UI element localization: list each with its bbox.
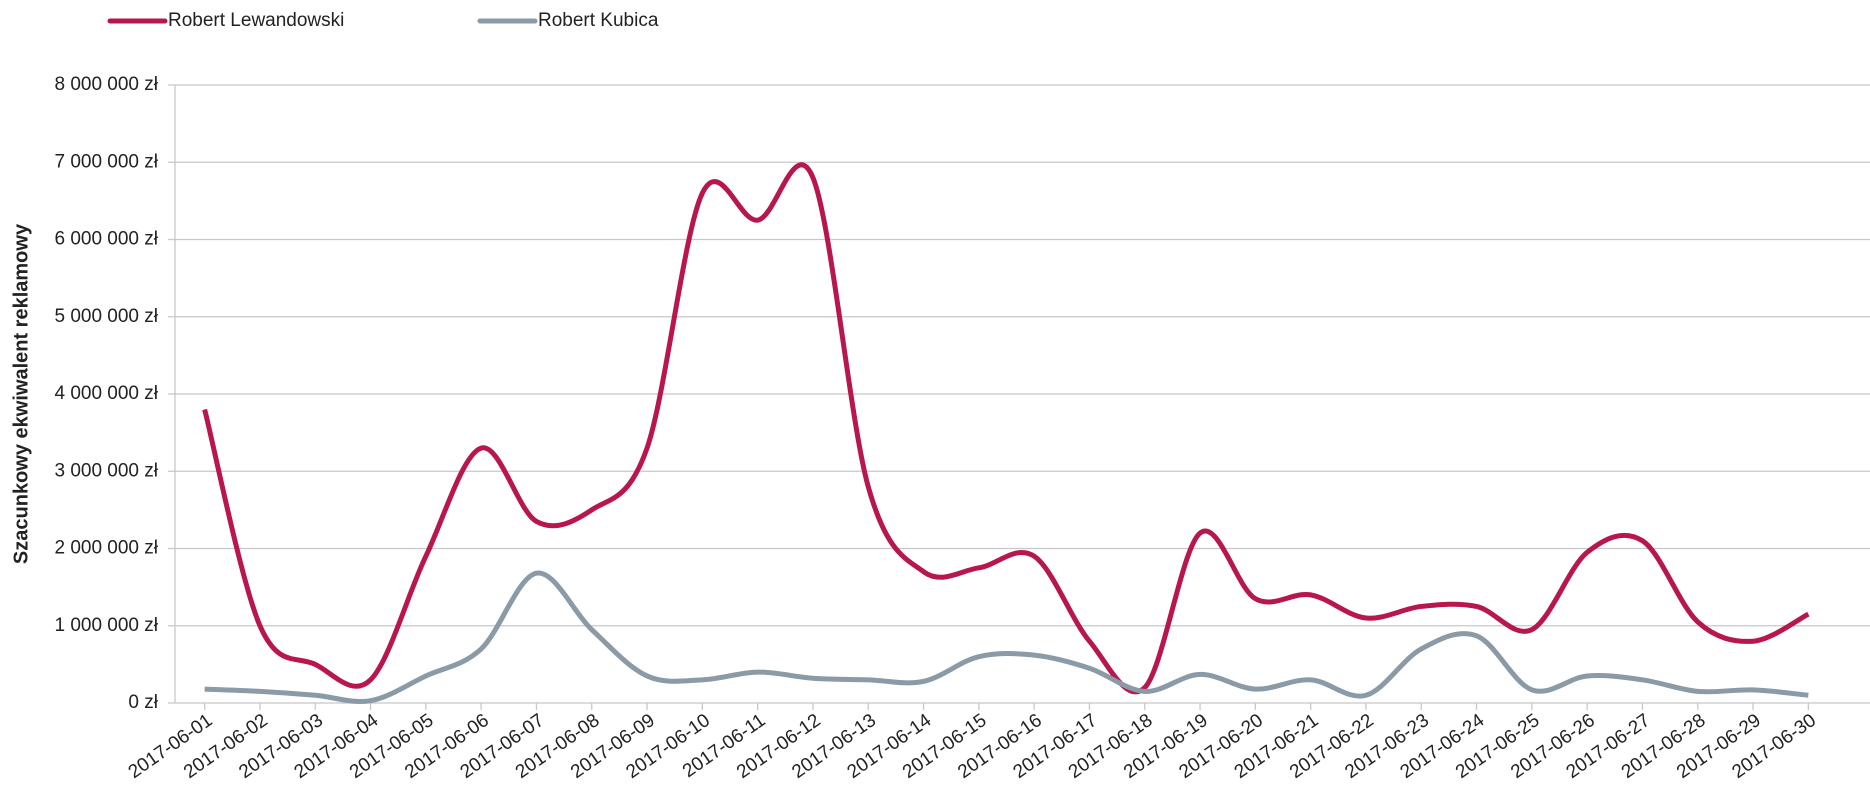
y-tick-label: 4 000 000 zł bbox=[54, 383, 158, 404]
y-axis-label: Szacunkowy ekwiwalent reklamowy bbox=[10, 223, 32, 564]
y-tick-label: 5 000 000 zł bbox=[54, 306, 158, 327]
y-tick-label: 2 000 000 zł bbox=[54, 538, 158, 559]
y-tick-label: 7 000 000 zł bbox=[54, 151, 158, 172]
legend-label: Robert Kubica bbox=[538, 10, 659, 31]
y-tick-label: 6 000 000 zł bbox=[54, 229, 158, 250]
y-tick-label: 1 000 000 zł bbox=[54, 615, 158, 636]
y-tick-label: 8 000 000 zł bbox=[54, 74, 158, 95]
legend-label: Robert Lewandowski bbox=[168, 10, 344, 31]
y-tick-label: 0 zł bbox=[128, 692, 158, 713]
line-series bbox=[204, 570, 1809, 704]
line-series bbox=[202, 162, 1810, 695]
y-tick-label: 3 000 000 zł bbox=[54, 460, 158, 481]
